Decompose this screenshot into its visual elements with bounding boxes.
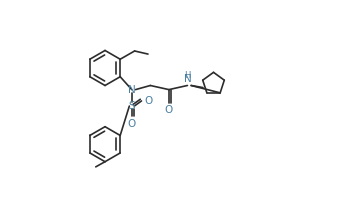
Text: O: O (128, 119, 136, 129)
Text: N: N (128, 85, 136, 95)
Text: S: S (128, 101, 135, 111)
Text: N: N (183, 74, 191, 84)
Text: H: H (184, 71, 191, 80)
Text: O: O (145, 96, 153, 106)
Text: O: O (165, 105, 173, 116)
